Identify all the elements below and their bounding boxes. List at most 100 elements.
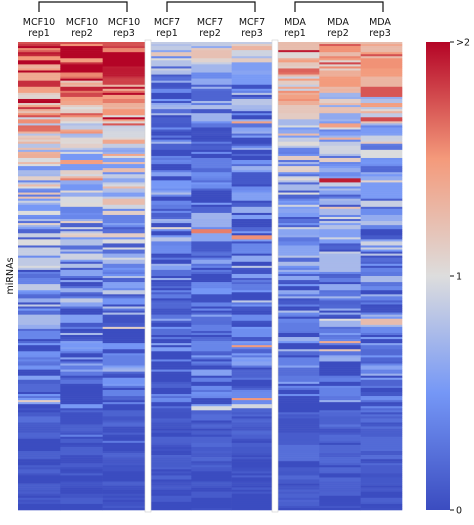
heatmap-cell — [102, 461, 146, 464]
heatmap-cell — [191, 463, 232, 466]
heatmap-cell — [102, 101, 146, 104]
heatmap-cell — [278, 139, 320, 142]
heatmap-cell — [191, 247, 232, 250]
heatmap-cell — [231, 499, 273, 503]
heatmap-cell — [319, 48, 361, 51]
heatmap-cell — [278, 278, 320, 281]
heatmap-cell — [231, 50, 273, 53]
heatmap-cell — [360, 170, 403, 173]
heatmap-cell — [191, 408, 232, 411]
heatmap-cell — [60, 402, 103, 405]
heatmap-cell — [319, 157, 361, 161]
heatmap-cell — [231, 241, 273, 244]
heatmap-cell — [151, 52, 192, 55]
heatmap-cell — [231, 253, 273, 256]
heatmap-cell — [231, 414, 273, 417]
heatmap-cell — [278, 316, 320, 320]
heatmap-cell — [278, 347, 320, 350]
heatmap-cell — [60, 206, 103, 210]
heatmap-cell — [360, 48, 403, 51]
heatmap-cell — [360, 304, 403, 307]
heatmap-cell — [191, 235, 232, 238]
heatmap-cell — [231, 318, 273, 322]
heatmap-cell — [191, 176, 232, 179]
heatmap-cell — [319, 306, 361, 309]
heatmap-cell — [278, 137, 320, 140]
heatmap-cell — [18, 487, 61, 490]
heatmap-cell — [60, 129, 103, 132]
col-label-line1: MDA — [284, 17, 306, 28]
heatmap-cell — [360, 105, 403, 108]
heatmap-cell — [191, 349, 232, 352]
heatmap-cell — [319, 282, 361, 285]
heatmap-cell — [231, 341, 273, 344]
heatmap-cell — [151, 408, 192, 411]
heatmap-cell — [102, 306, 146, 309]
heatmap-cell — [151, 119, 192, 122]
heatmap-cell — [231, 300, 273, 303]
heatmap-cell — [102, 261, 146, 265]
heatmap-cell — [278, 125, 320, 128]
heatmap-cell — [18, 353, 61, 356]
heatmap-cell — [278, 54, 320, 57]
heatmap-cell — [60, 507, 103, 511]
heatmap-cell — [102, 398, 146, 401]
heatmap-cell — [102, 381, 146, 385]
heatmap-cell — [18, 292, 61, 295]
heatmap-cell — [191, 198, 232, 202]
heatmap-cell — [319, 408, 361, 411]
heatmap-cell — [102, 245, 146, 248]
heatmap-cell — [60, 365, 103, 368]
heatmap-cell — [18, 483, 61, 486]
heatmap-cell — [278, 507, 320, 511]
heatmap-cell — [102, 162, 146, 165]
heatmap-cell — [18, 249, 61, 252]
heatmap-cell — [319, 359, 361, 362]
heatmap-cell — [278, 216, 320, 220]
heatmap-cell — [102, 481, 146, 484]
heatmap-cell — [102, 212, 146, 216]
heatmap-cell — [278, 184, 320, 187]
heatmap-cell — [319, 170, 361, 173]
heatmap-cell — [360, 438, 403, 442]
heatmap-cell — [231, 113, 273, 116]
heatmap-cell — [319, 94, 361, 98]
heatmap-cell — [278, 162, 320, 165]
heatmap-cell — [231, 182, 273, 185]
col-label-line2: rep2 — [71, 28, 93, 39]
heatmap-cell — [231, 143, 273, 147]
heatmap-cell — [278, 42, 320, 45]
heatmap-cell — [319, 200, 361, 204]
heatmap-cell — [319, 412, 361, 415]
heatmap-cell — [319, 400, 361, 403]
heatmap-cell — [231, 153, 273, 157]
heatmap-cell — [151, 60, 192, 63]
heatmap-cell — [360, 383, 403, 387]
heatmap-cell — [319, 239, 361, 242]
heatmap-cell — [231, 107, 273, 110]
heatmap-cell — [278, 239, 320, 242]
heatmap-cell — [151, 64, 192, 67]
heatmap-cell — [151, 280, 192, 283]
heatmap-cell — [102, 373, 146, 376]
heatmap-cell — [18, 507, 61, 511]
heatmap-cell — [18, 141, 61, 145]
heatmap-cell — [319, 88, 361, 92]
heatmap-cell — [191, 98, 232, 102]
heatmap-cell — [319, 267, 361, 271]
heatmap-cell — [319, 422, 361, 425]
heatmap-cell — [191, 428, 232, 431]
heatmap-cell — [231, 119, 273, 122]
heatmap-cell — [278, 160, 320, 163]
heatmap-cell — [191, 493, 232, 497]
heatmap-cell — [18, 394, 61, 397]
heatmap-cell — [18, 389, 61, 393]
heatmap-cell — [191, 328, 232, 332]
heatmap-cell — [360, 302, 403, 305]
heatmap-cell — [360, 310, 403, 313]
heatmap-cell — [360, 296, 403, 299]
heatmap-cell — [191, 396, 232, 399]
heatmap-cell — [60, 448, 103, 452]
heatmap-cell — [191, 473, 232, 476]
heatmap-cell — [18, 72, 61, 75]
